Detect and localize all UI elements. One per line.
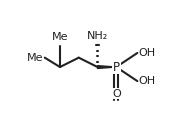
Text: Me: Me — [52, 32, 68, 42]
Text: O: O — [112, 89, 121, 99]
Text: P: P — [113, 60, 120, 74]
Text: NH₂: NH₂ — [87, 31, 108, 41]
Text: Me: Me — [27, 53, 43, 63]
Text: OH: OH — [138, 76, 156, 86]
Text: OH: OH — [138, 48, 156, 58]
Polygon shape — [98, 66, 116, 68]
